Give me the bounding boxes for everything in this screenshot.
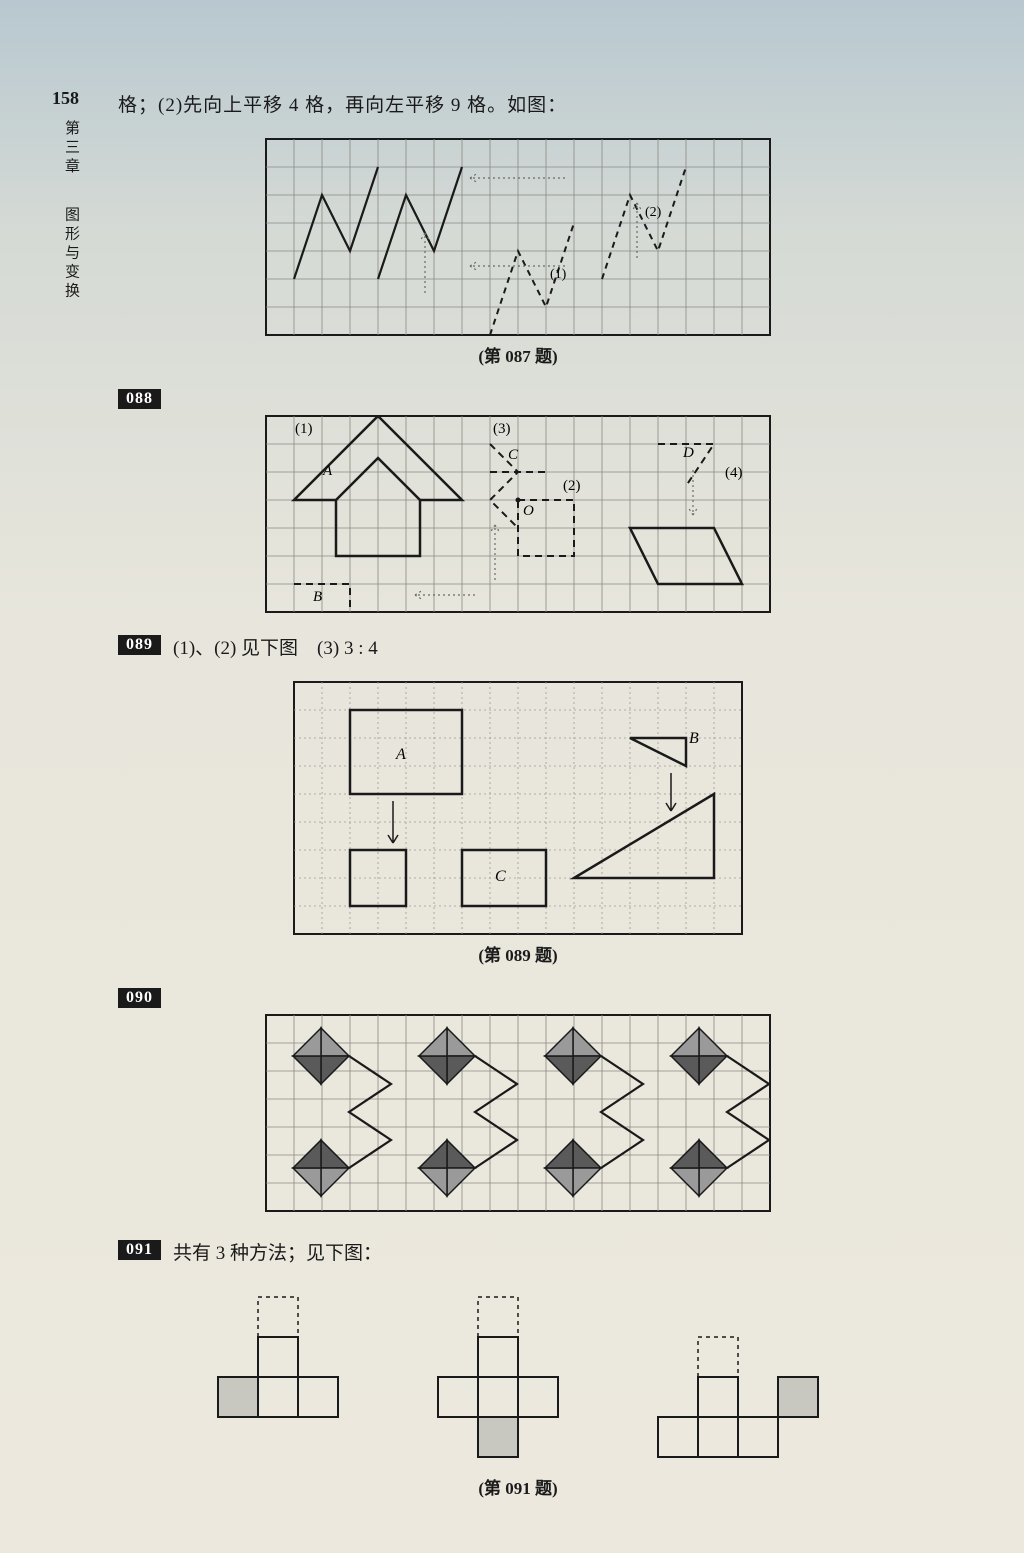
q090-badge: 090 bbox=[118, 988, 161, 1008]
page-content: 格；(2)先向上平移 4 格，再向左平移 9 格。如图： bbox=[118, 88, 918, 1499]
q088-l2: (2) bbox=[563, 478, 581, 494]
q089-figure: A B C (第 089 题) bbox=[118, 681, 918, 966]
q091-v2 bbox=[433, 1292, 563, 1462]
q088-row: 088 bbox=[118, 385, 918, 409]
q089-caption: (第 089 题) bbox=[118, 941, 918, 966]
q087-label-2: (2) bbox=[645, 205, 662, 220]
q089-text: (1)、(2) 见下图 (3) 3 : 4 bbox=[173, 631, 378, 667]
q088-badge: 088 bbox=[118, 389, 161, 409]
q091-figures bbox=[168, 1292, 868, 1462]
q088-B: B bbox=[313, 589, 322, 605]
q087-svg: (1) (2) bbox=[265, 138, 771, 336]
q091-badge: 091 bbox=[118, 1240, 161, 1260]
q090-row: 090 bbox=[118, 984, 918, 1008]
q088-l1: (1) bbox=[295, 421, 313, 437]
q089-B: B bbox=[689, 730, 699, 747]
q088-A: A bbox=[322, 463, 333, 479]
q091-row: 091 共有 3 种方法；见下图： bbox=[118, 1236, 918, 1272]
q090-motifs bbox=[293, 1028, 769, 1196]
q087-label-1: (1) bbox=[550, 267, 567, 282]
q088-l3: (3) bbox=[493, 421, 511, 437]
q091-caption: (第 091 题) bbox=[118, 1474, 918, 1499]
q089-A: A bbox=[395, 746, 406, 763]
q088-C: C bbox=[508, 447, 519, 463]
q088-svg: (1) (3) (2) (4) A B C D O bbox=[265, 415, 771, 613]
q091-text: 共有 3 种方法；见下图： bbox=[173, 1236, 382, 1272]
q087-intro: 格；(2)先向上平移 4 格，再向左平移 9 格。如图： bbox=[118, 88, 918, 124]
q090-svg bbox=[265, 1014, 771, 1212]
q089-tri-large bbox=[574, 794, 714, 878]
q088-figure: (1) (3) (2) (4) A B C D O bbox=[118, 415, 918, 613]
q089-arrows bbox=[388, 773, 676, 843]
side-label-bottom: 图形与变换 bbox=[63, 207, 79, 302]
side-chapter-label: 第三章 图形与变换 bbox=[60, 120, 81, 302]
q088-l4: (4) bbox=[725, 465, 743, 481]
q088-D: D bbox=[682, 445, 694, 461]
q089-svg: A B C bbox=[293, 681, 743, 935]
side-label-top: 第三章 bbox=[63, 120, 79, 177]
q091-v1 bbox=[213, 1292, 343, 1462]
q090-figure bbox=[118, 1014, 918, 1212]
q089-row: 089 (1)、(2) 见下图 (3) 3 : 4 bbox=[118, 631, 918, 667]
page-number: 158 bbox=[52, 88, 79, 109]
q088-O: O bbox=[523, 503, 534, 519]
q091-v3 bbox=[653, 1332, 823, 1462]
q087-figure: (1) (2) (第 087 题) bbox=[118, 138, 918, 367]
q089-C: C bbox=[495, 868, 506, 885]
q089-badge: 089 bbox=[118, 635, 161, 655]
q087-caption: (第 087 题) bbox=[118, 342, 918, 367]
